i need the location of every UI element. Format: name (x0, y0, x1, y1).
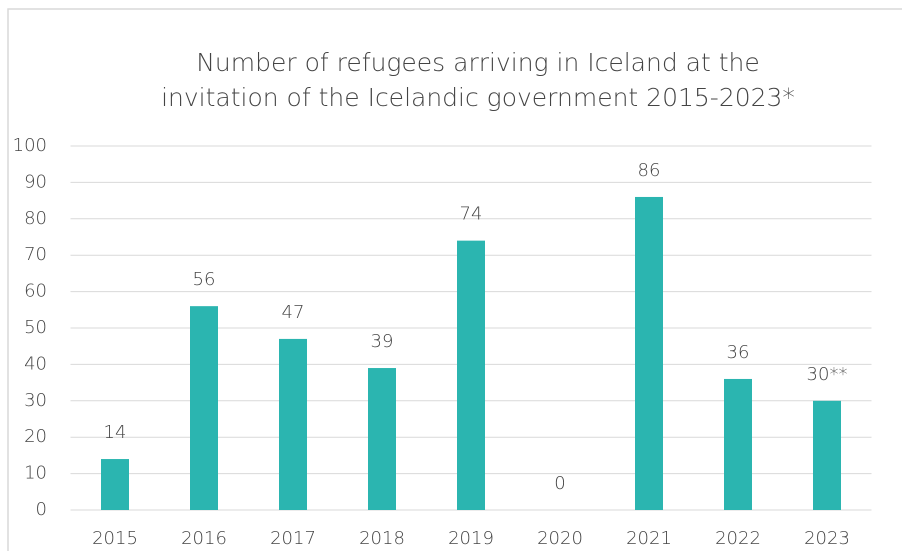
data-label: 86 (638, 160, 661, 181)
x-tick-label: 2015 (92, 528, 138, 549)
chart-title: Number of refugees arriving in Iceland a… (196, 48, 760, 77)
x-tick-label: 2022 (715, 528, 761, 549)
data-label: 0 (554, 473, 565, 494)
bar (457, 240, 485, 510)
y-tick-label: 50 (24, 317, 47, 338)
y-tick-label: 100 (13, 135, 47, 156)
x-tick-label: 2018 (359, 528, 405, 549)
x-tick-label: 2016 (181, 528, 227, 549)
data-label: 36 (727, 342, 750, 363)
y-tick-label: 10 (24, 463, 47, 484)
x-tick-label: 2023 (804, 528, 850, 549)
data-label: 14 (104, 422, 127, 443)
x-tick-label: 2019 (448, 528, 494, 549)
y-tick-label: 70 (24, 244, 47, 265)
data-label: 39 (371, 331, 394, 352)
y-tick-label: 20 (24, 426, 47, 447)
x-tick-label: 2020 (537, 528, 583, 549)
bar (724, 378, 752, 510)
chart-title: invitation of the Icelandic government 2… (161, 83, 795, 112)
data-label: 56 (193, 269, 216, 290)
y-tick-label: 60 (24, 281, 47, 302)
y-tick-label: 30 (24, 390, 47, 411)
y-tick-label: 90 (24, 171, 47, 192)
y-tick-label: 40 (24, 353, 47, 374)
x-tick-label: 2017 (270, 528, 316, 549)
y-tick-label: 80 (24, 208, 47, 229)
bar (190, 306, 218, 510)
bar (279, 338, 307, 510)
data-label: 30** (807, 364, 848, 385)
bar (368, 368, 396, 510)
y-tick-label: 0 (36, 499, 47, 520)
bar (101, 459, 129, 510)
x-tick-label: 2021 (626, 528, 672, 549)
frame (7, 8, 902, 551)
bar (635, 196, 663, 510)
data-label: 47 (282, 302, 305, 323)
bar (813, 400, 841, 510)
data-label: 74 (460, 204, 483, 225)
